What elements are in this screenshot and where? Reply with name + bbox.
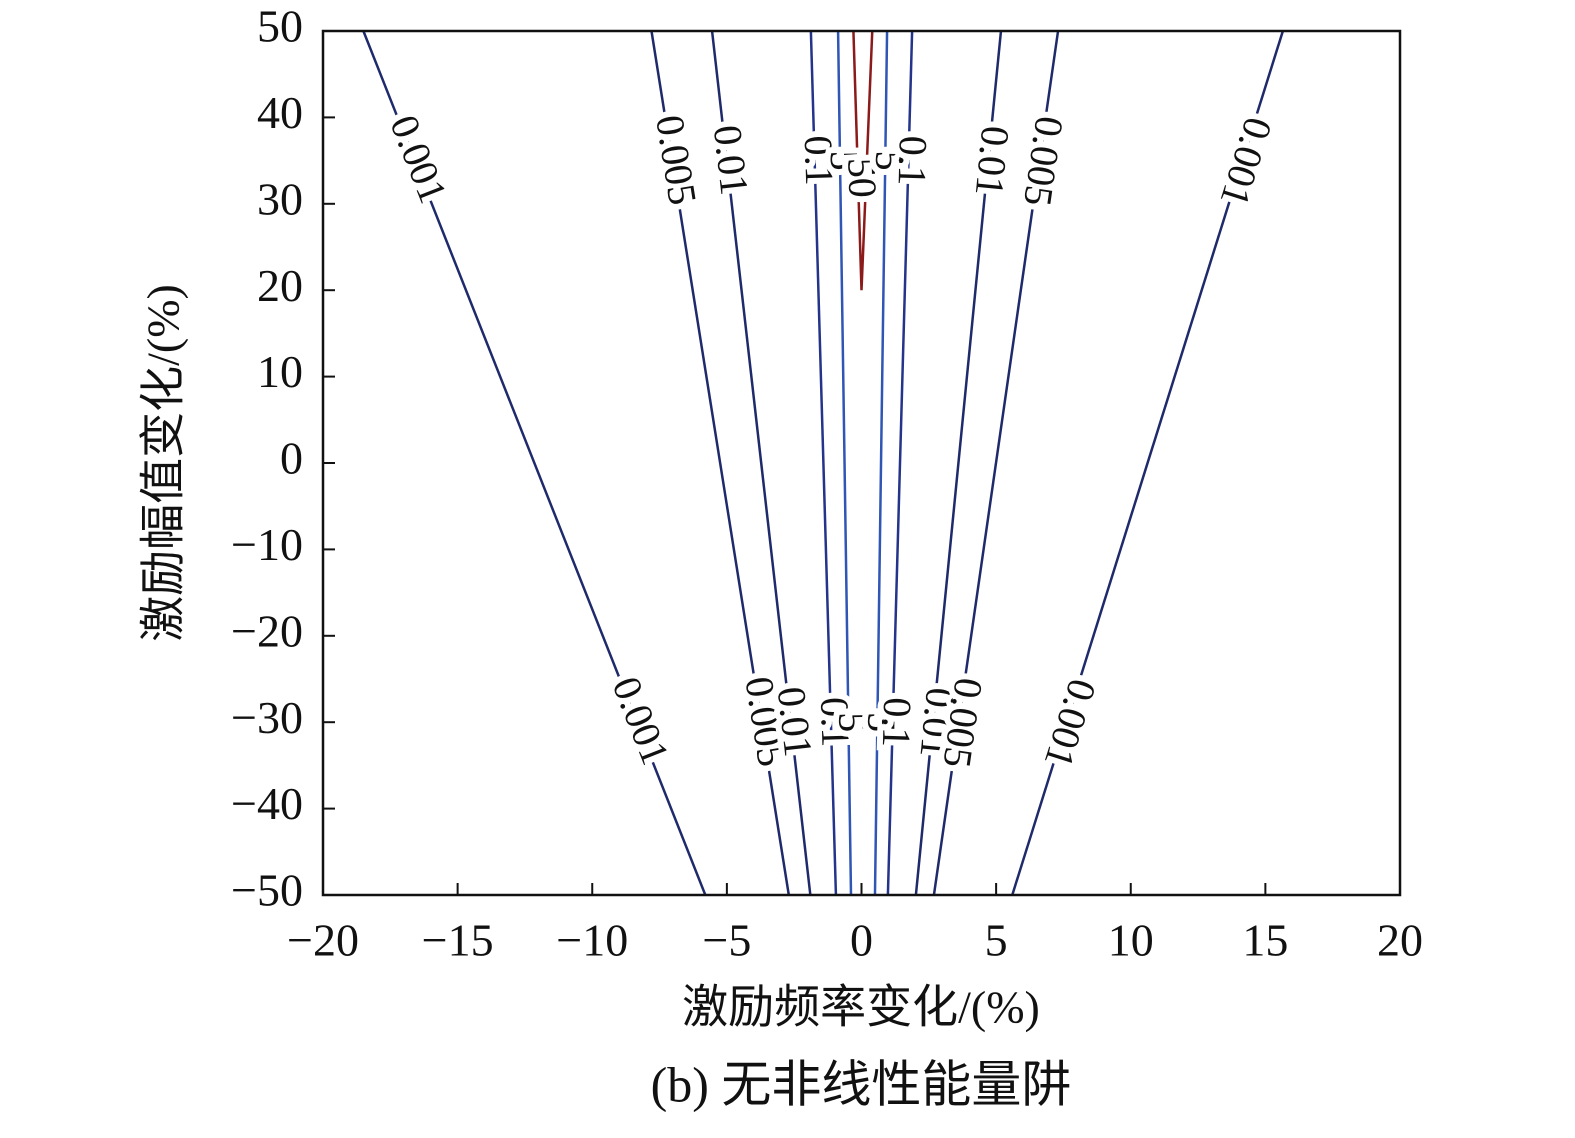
contour-label: 0.001 bbox=[1211, 112, 1281, 211]
y-tick-label: −50 bbox=[231, 865, 303, 916]
contour-line bbox=[886, 30, 914, 896]
y-tick-label: 50 bbox=[257, 1, 303, 52]
contour-line bbox=[932, 30, 1060, 896]
x-tick-label: 15 bbox=[1242, 915, 1288, 966]
contour-label: 0.1 bbox=[812, 696, 858, 747]
y-tick-label: −40 bbox=[231, 778, 303, 829]
contour-label: 0.1 bbox=[796, 135, 842, 186]
x-tick-label: 0 bbox=[850, 915, 873, 966]
contour-label: 0.1 bbox=[890, 135, 936, 186]
contour-line bbox=[873, 30, 889, 896]
contour-line bbox=[914, 30, 1003, 896]
contour-line bbox=[852, 30, 874, 291]
y-tick-label: 20 bbox=[257, 260, 303, 311]
x-tick-label: −15 bbox=[422, 915, 494, 966]
contour-label: 0.001 bbox=[1036, 674, 1106, 773]
y-tick-label: 0 bbox=[280, 433, 303, 484]
y-tick-label: 40 bbox=[257, 87, 303, 138]
x-tick-label: −10 bbox=[556, 915, 628, 966]
contour-labels: 0.0010.0010.0050.0050.010.010.10.1555055… bbox=[375, 103, 1287, 779]
chart-title: (b) 无非线性能量阱 bbox=[651, 1056, 1072, 1112]
contour-lines bbox=[362, 30, 1285, 896]
contour-line bbox=[1011, 30, 1285, 896]
contour-label: 0.001 bbox=[603, 670, 678, 770]
contour-label: 0.005 bbox=[647, 112, 706, 208]
y-tick-label: 10 bbox=[257, 346, 303, 397]
contour-line bbox=[650, 30, 791, 896]
y-tick-label: −10 bbox=[231, 519, 303, 570]
contour-line bbox=[710, 30, 812, 896]
y-tick-label: −30 bbox=[231, 692, 303, 743]
contour-label: 0.005 bbox=[1015, 113, 1072, 208]
x-tick-label: −20 bbox=[287, 915, 359, 966]
x-tick-label: 10 bbox=[1108, 915, 1154, 966]
contour-line bbox=[809, 30, 838, 896]
contour-label: 0.01 bbox=[769, 684, 822, 759]
x-tick-label: 20 bbox=[1377, 915, 1423, 966]
contour-line bbox=[836, 30, 853, 896]
contour-label: 50 bbox=[839, 157, 885, 198]
y-axis-label: 激励幅值变化/(%) bbox=[138, 284, 189, 642]
contour-label: 0.01 bbox=[967, 124, 1019, 198]
x-tick-label: −5 bbox=[702, 915, 751, 966]
y-tick-label: 30 bbox=[257, 173, 303, 224]
x-tick-label: 5 bbox=[985, 915, 1008, 966]
contour-label: 0.1 bbox=[874, 697, 920, 748]
contour-line bbox=[362, 30, 707, 896]
x-axis-label: 激励频率变化/(%) bbox=[682, 982, 1040, 1033]
contour-label: 0.01 bbox=[705, 123, 758, 198]
y-tick-label: −20 bbox=[231, 605, 303, 656]
contour-label: 0.001 bbox=[381, 109, 456, 209]
